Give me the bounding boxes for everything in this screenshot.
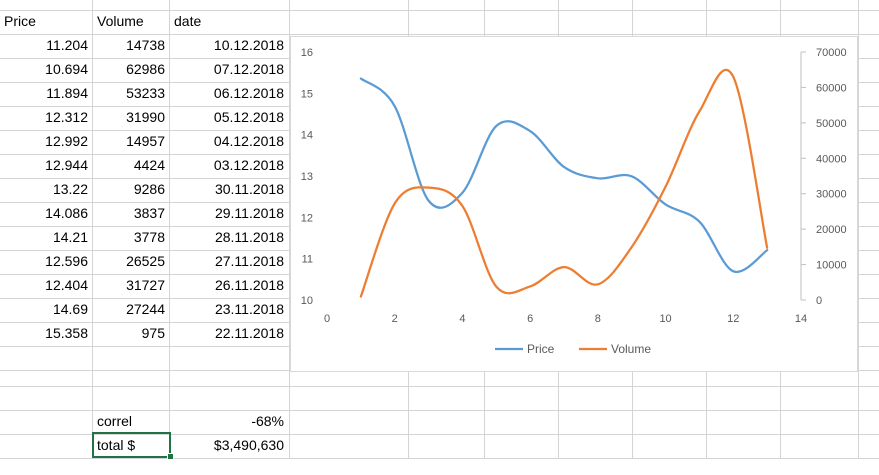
date-cell[interactable]: 22.11.2018	[214, 325, 284, 341]
date-cell[interactable]: 29.11.2018	[214, 205, 284, 221]
y-left-tick-label: 14	[301, 130, 313, 142]
volume-cell[interactable]: 3837	[133, 205, 165, 221]
total-label[interactable]: total $	[97, 437, 136, 453]
legend-label-price: Price	[527, 342, 555, 356]
y-left-tick-label: 10	[301, 295, 313, 307]
column-gridline	[289, 0, 290, 459]
correl-label[interactable]: correl	[97, 413, 133, 429]
price-cell[interactable]: 14.086	[45, 205, 88, 221]
price-cell[interactable]: 14.69	[52, 301, 88, 317]
y-left-tick-label: 12	[301, 212, 313, 224]
x-tick-label: 2	[392, 313, 398, 325]
x-tick-label: 0	[324, 313, 330, 325]
y-left-tick-label: 15	[301, 88, 313, 100]
date-cell[interactable]: 03.12.2018	[213, 157, 284, 173]
y-right-tick-label: 20000	[816, 224, 847, 236]
x-tick-label: 4	[459, 313, 465, 325]
row-gridline	[0, 458, 879, 459]
volume-cell[interactable]: 53233	[126, 85, 165, 101]
active-cell-selection[interactable]	[92, 432, 171, 458]
row-gridline	[0, 386, 879, 387]
fill-handle[interactable]	[167, 453, 174, 460]
price-cell[interactable]: 12.312	[45, 109, 88, 125]
price-cell[interactable]: 11.894	[46, 85, 88, 101]
y-right-tick-label: 40000	[816, 153, 847, 165]
volume-cell[interactable]: 9286	[133, 181, 165, 197]
column-gridline	[169, 0, 170, 459]
price-cell[interactable]: 12.404	[45, 277, 88, 293]
volume-cell[interactable]: 14957	[126, 133, 165, 149]
y-left-tick-label: 11	[302, 254, 313, 266]
volume-cell[interactable]: 26525	[126, 253, 165, 269]
price-cell[interactable]: 13.22	[52, 181, 88, 197]
column-gridline	[92, 0, 93, 459]
date-cell[interactable]: 06.12.2018	[213, 85, 284, 101]
date-cell[interactable]: 26.11.2018	[214, 277, 284, 293]
date-cell[interactable]: 10.12.2018	[213, 37, 284, 53]
header-price[interactable]: Price	[4, 13, 36, 29]
price-cell[interactable]: 10.694	[45, 61, 88, 77]
row-gridline	[0, 34, 879, 35]
price-volume-chart[interactable]: 0 2 4 6 8 10 12 14 10 11 12 13 14 15 16 0 10000 20000 3000…	[290, 36, 858, 372]
total-value[interactable]: $3,490,630	[213, 437, 284, 453]
date-cell[interactable]: 04.12.2018	[213, 133, 284, 149]
y-right-tick-label: 0	[816, 295, 822, 307]
price-cell[interactable]: 11.204	[46, 37, 88, 53]
date-cell[interactable]: 05.12.2018	[213, 109, 284, 125]
price-cell[interactable]: 14.21	[52, 229, 88, 245]
column-gridline	[858, 0, 859, 459]
volume-cell[interactable]: 27244	[126, 301, 165, 317]
row-gridline	[0, 10, 879, 11]
y-right-tick-label: 30000	[816, 189, 847, 201]
y-left-tick-label: 16	[301, 47, 313, 59]
date-cell[interactable]: 27.11.2018	[214, 253, 284, 269]
date-cell[interactable]: 28.11.2018	[214, 229, 284, 245]
y-right-tick-label: 10000	[816, 260, 847, 272]
y-right-tick-label: 50000	[816, 118, 847, 130]
volume-cell[interactable]: 14738	[126, 37, 165, 53]
volume-series-line	[359, 68, 769, 298]
price-cell[interactable]: 12.992	[45, 133, 88, 149]
x-tick-label: 8	[595, 313, 601, 325]
date-cell[interactable]: 23.11.2018	[214, 301, 284, 317]
price-cell[interactable]: 12.596	[45, 253, 88, 269]
row-gridline	[0, 410, 879, 411]
header-date[interactable]: date	[174, 13, 202, 29]
volume-cell[interactable]: 3778	[133, 229, 165, 245]
volume-cell[interactable]: 31990	[126, 109, 165, 125]
date-cell[interactable]: 30.11.2018	[214, 181, 284, 197]
legend-label-volume: Volume	[611, 342, 651, 356]
date-cell[interactable]: 07.12.2018	[213, 61, 284, 77]
header-volume[interactable]: Volume	[97, 13, 144, 29]
row-gridline	[0, 434, 879, 435]
x-tick-label: 10	[659, 313, 671, 325]
chart-canvas: 0 2 4 6 8 10 12 14 10 11 12 13 14 15 16 0 10000 20000 3000…	[301, 47, 847, 356]
price-cell[interactable]: 15.358	[45, 325, 88, 341]
x-tick-label: 14	[795, 313, 807, 325]
volume-cell[interactable]: 4424	[133, 157, 165, 173]
volume-cell[interactable]: 31727	[126, 277, 165, 293]
price-series-line	[359, 77, 769, 274]
x-tick-label: 6	[527, 313, 533, 325]
x-tick-label: 12	[727, 313, 739, 325]
y-right-tick-label: 70000	[816, 47, 847, 59]
price-cell[interactable]: 12.944	[45, 157, 88, 173]
correl-value[interactable]: -68%	[251, 413, 284, 429]
volume-cell[interactable]: 975	[141, 325, 165, 341]
volume-cell[interactable]: 62986	[126, 61, 165, 77]
y-right-tick-label: 60000	[816, 82, 847, 94]
y-left-tick-label: 13	[301, 171, 313, 183]
